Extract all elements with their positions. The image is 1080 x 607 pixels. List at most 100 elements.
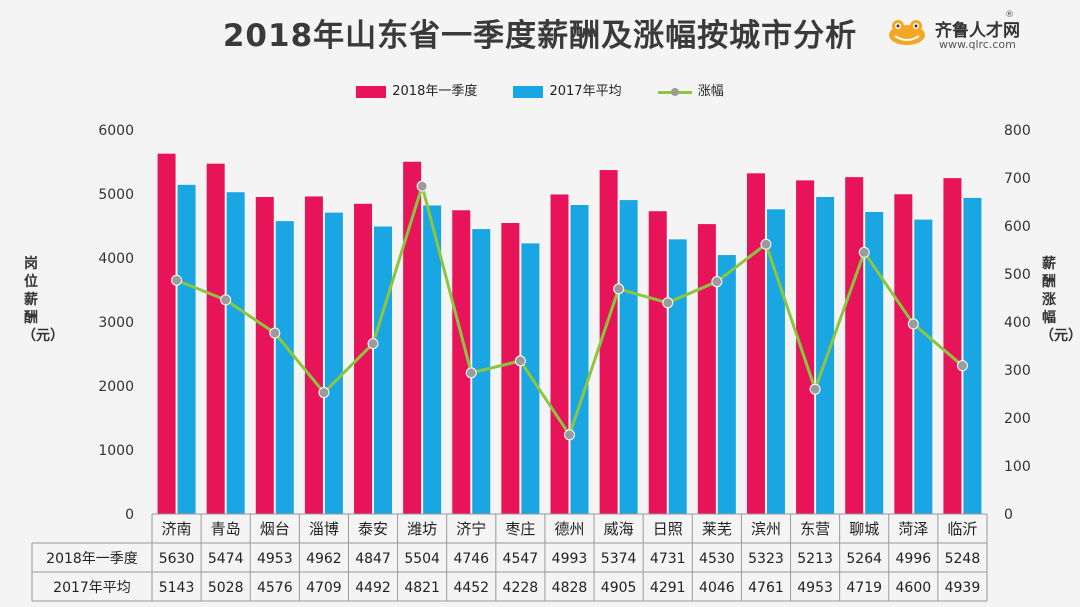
- x-tick-label: 青岛: [211, 520, 241, 538]
- y2-tick-label: 600: [1004, 219, 1031, 235]
- bar-q1-2018: [746, 173, 765, 514]
- growth-point: [760, 238, 772, 250]
- table-cell-q1-2018: 5374: [601, 551, 637, 567]
- table-row-label: 2017年平均: [53, 580, 131, 596]
- growth-point: [318, 387, 330, 399]
- growth-point: [269, 327, 281, 339]
- growth-point: [171, 274, 183, 286]
- growth-point: [564, 429, 575, 441]
- bar-avg-2017: [570, 205, 589, 514]
- table-cell-avg-2017: 4600: [896, 580, 932, 596]
- bar-q1-2018: [550, 194, 569, 514]
- legend-swatch-q1-2018: [356, 85, 387, 98]
- logo-registered-mark: ®: [1005, 10, 1014, 20]
- bar-q1-2018: [452, 210, 471, 515]
- table-cell-avg-2017: 4228: [503, 580, 539, 596]
- table-cell-q1-2018: 5248: [945, 551, 981, 567]
- table-cell-q1-2018: 4530: [699, 551, 735, 567]
- brand-logo: 齐鲁人才网 ® www.qlrc.com: [887, 10, 1062, 54]
- bar-avg-2017: [226, 192, 245, 514]
- bar-avg-2017: [865, 211, 884, 514]
- growth-line: [176, 180, 964, 439]
- growth-point: [907, 318, 919, 330]
- table-cell-q1-2018: 5630: [159, 551, 195, 567]
- y-tick-label: 2000: [98, 379, 134, 395]
- table-cell-avg-2017: 5143: [159, 580, 195, 596]
- bar-avg-2017: [275, 221, 294, 515]
- x-tick-label: 烟台: [260, 520, 290, 538]
- growth-point: [662, 297, 674, 309]
- x-tick-label: 日照: [653, 520, 683, 538]
- chart-legend: 2018年一季度 2017年平均 涨幅: [0, 80, 1080, 99]
- table-cell-q1-2018: 4996: [896, 551, 932, 567]
- table-cell-q1-2018: 5264: [846, 551, 882, 567]
- y-tick-label: 1000: [98, 443, 134, 459]
- table-cell-q1-2018: 4731: [650, 551, 686, 567]
- table-cell-avg-2017: 4709: [306, 580, 342, 596]
- growth-point: [514, 355, 526, 367]
- bar-q1-2018: [894, 194, 913, 515]
- x-tick-label: 泰安: [358, 520, 388, 538]
- bar-q1-2018: [697, 224, 716, 514]
- table-cell-avg-2017: 4576: [257, 580, 293, 596]
- bar-avg-2017: [423, 205, 442, 514]
- bar-q1-2018: [943, 178, 962, 515]
- growth-point: [613, 283, 625, 295]
- y2-tick-label: 500: [1004, 267, 1031, 283]
- bar-avg-2017: [816, 197, 835, 514]
- legend-swatch-growth: [657, 86, 692, 98]
- y2-tick-label: 700: [1004, 171, 1031, 187]
- bar-avg-2017: [914, 219, 933, 514]
- x-tick-label: 济宁: [456, 520, 486, 538]
- logo-url: www.qlrc.com: [939, 38, 1016, 51]
- bar-q1-2018: [354, 203, 373, 515]
- table-cell-avg-2017: 4452: [453, 580, 489, 596]
- table-cell-avg-2017: 4761: [748, 580, 784, 596]
- bar-q1-2018: [845, 177, 864, 514]
- bar-q1-2018: [648, 211, 667, 514]
- growth-point: [956, 360, 968, 372]
- table-cell-q1-2018: 4953: [257, 551, 293, 567]
- y-tick-label: 6000: [98, 123, 134, 139]
- bar-q1-2018: [599, 170, 618, 514]
- x-tick-label: 莱芜: [702, 520, 732, 538]
- y2-tick-label: 300: [1004, 363, 1031, 379]
- bar-q1-2018: [403, 161, 422, 514]
- y-tick-label: 5000: [98, 187, 134, 203]
- legend-swatch-avg-2017: [513, 85, 544, 98]
- x-tick-label: 聊城: [849, 520, 879, 538]
- table-cell-q1-2018: 4847: [355, 551, 391, 567]
- table-cell-avg-2017: 4291: [650, 580, 686, 596]
- x-tick-label: 济南: [162, 520, 192, 538]
- bar-q1-2018: [157, 153, 176, 514]
- x-tick-label: 德州: [554, 520, 584, 538]
- x-tick-label: 威海: [604, 520, 634, 538]
- logo-brand-text: 齐鲁人才网: [935, 21, 1020, 41]
- bar-avg-2017: [619, 200, 638, 514]
- bar-q1-2018: [255, 197, 274, 514]
- x-tick-label: 淄博: [309, 520, 339, 538]
- y2-tick-label: 400: [1004, 315, 1031, 331]
- table-cell-q1-2018: 5213: [797, 551, 833, 567]
- table-cell-q1-2018: 5474: [208, 551, 244, 567]
- bar-avg-2017: [963, 197, 982, 515]
- y-tick-label: 0: [125, 507, 134, 523]
- y2-tick-label: 100: [1004, 459, 1031, 475]
- chart-title: 2018年山东省一季度薪酬及涨幅按城市分析: [222, 18, 858, 54]
- table-cell-avg-2017: 4905: [601, 580, 637, 596]
- y2-tick-label: 0: [1004, 507, 1013, 523]
- bar-avg-2017: [521, 243, 540, 514]
- table-cell-avg-2017: 4719: [846, 580, 882, 596]
- growth-point: [858, 246, 870, 258]
- table-cell-q1-2018: 4962: [306, 551, 342, 567]
- table-cell-avg-2017: 4046: [699, 580, 735, 596]
- x-tick-label: 菏泽: [898, 520, 928, 538]
- table-cell-avg-2017: 5028: [208, 580, 244, 596]
- bar-avg-2017: [374, 226, 393, 514]
- legend-label-growth: 涨幅: [697, 84, 724, 99]
- x-tick-label: 东营: [800, 520, 830, 538]
- table-cell-avg-2017: 4492: [355, 580, 391, 596]
- table-cell-q1-2018: 4993: [552, 551, 588, 567]
- growth-point: [220, 294, 232, 306]
